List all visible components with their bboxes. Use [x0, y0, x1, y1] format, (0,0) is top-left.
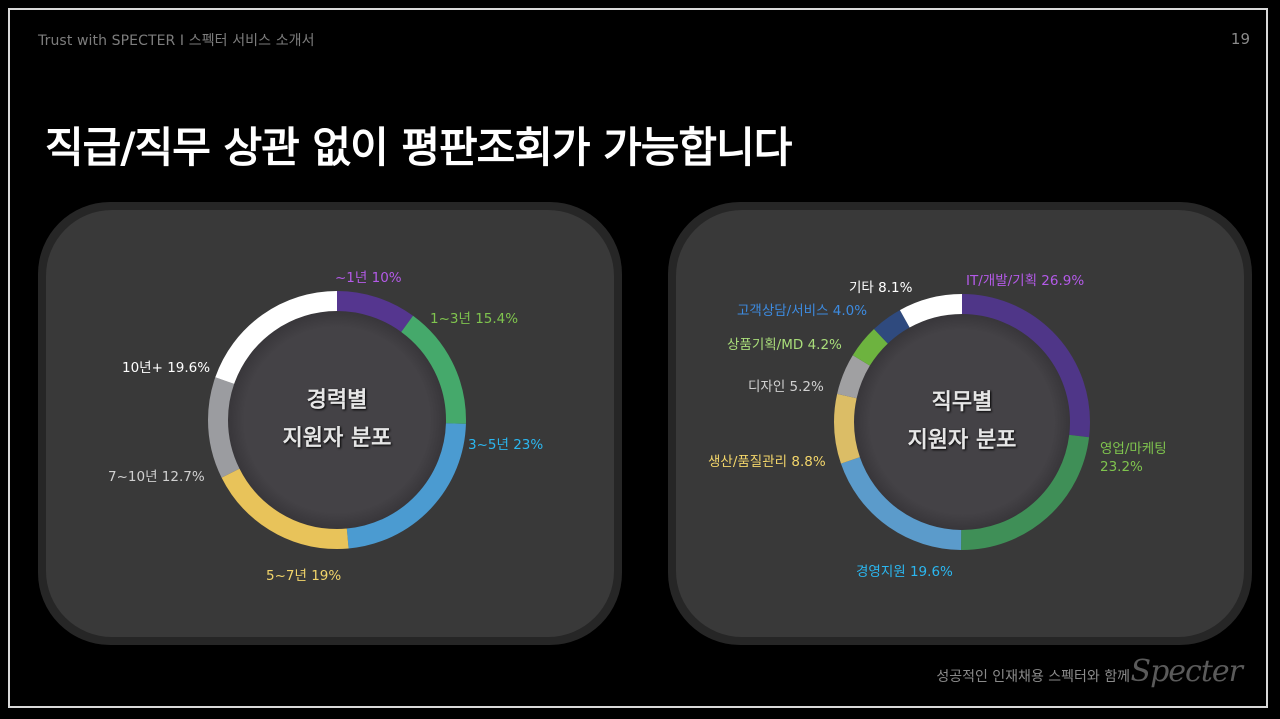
label-it-dev: IT/개발/기획 26.9% [966, 273, 1085, 289]
page-number: 19 [1230, 30, 1250, 48]
career-donut-center-label: 경력별 지원자 분포 [237, 382, 437, 458]
center-label-line1: 직무별 [931, 390, 993, 415]
label-3-5yr: 3~5년 23% [468, 437, 544, 453]
job-donut-center-label: 직무별 지원자 분포 [862, 384, 1062, 460]
label-1-3yr: 1~3년 15.4% [430, 311, 519, 327]
job-donut-chart [834, 294, 1090, 550]
specter-logo: Specter [1130, 654, 1243, 689]
donut-segment [208, 291, 466, 549]
label-product-md: 상품기획/MD 4.2% [727, 337, 842, 353]
career-donut-chart [208, 291, 466, 549]
donut-segment [834, 294, 1090, 550]
label-5-7yr: 5~7년 19% [266, 568, 342, 584]
donut-segment [208, 291, 466, 549]
donut-inner-disc [854, 314, 1070, 530]
label-sales-marketing: 영업/마케팅 23.2% [1100, 441, 1167, 475]
label-management: 경영지원 19.6% [856, 564, 953, 580]
label-customer-service: 고객상담/서비스 4.0% [737, 303, 868, 319]
donut-segment [834, 294, 1090, 550]
label-7-10yr: 7~10년 12.7% [108, 469, 205, 485]
center-label-line1: 경력별 [306, 388, 368, 413]
label-10yr-plus: 10년+ 19.6% [122, 360, 211, 376]
donut-inner-disc [228, 311, 446, 529]
page-title: 직급/직무 상관 없이 평판조회가 가능합니다 [45, 123, 792, 172]
label-design: 디자인 5.2% [748, 379, 824, 395]
label-etc: 기타 8.1% [849, 280, 913, 296]
label-production-qc: 생산/품질관리 8.8% [708, 454, 826, 470]
footer-tagline: 성공적인 인재채용 스펙터와 함께 [936, 669, 1130, 685]
label-under-1yr: ~1년 10% [335, 270, 402, 286]
donut-segment [208, 291, 466, 549]
job-distribution-card: 직무별 지원자 분포 IT/개발/기획 26.9% 영업/마케팅 23.2% 경영… [668, 202, 1252, 645]
center-label-line2: 지원자 분포 [907, 428, 1017, 453]
center-label-line2: 지원자 분포 [282, 426, 392, 451]
slide-header-subtitle: Trust with SPECTER I 스펙터 서비스 소개서 [38, 33, 315, 49]
donut-segment [208, 291, 466, 549]
donut-segment [834, 294, 1090, 550]
career-distribution-card: 경력별 지원자 분포 ~1년 10% 1~3년 15.4% 3~5년 23% 5… [38, 202, 622, 645]
